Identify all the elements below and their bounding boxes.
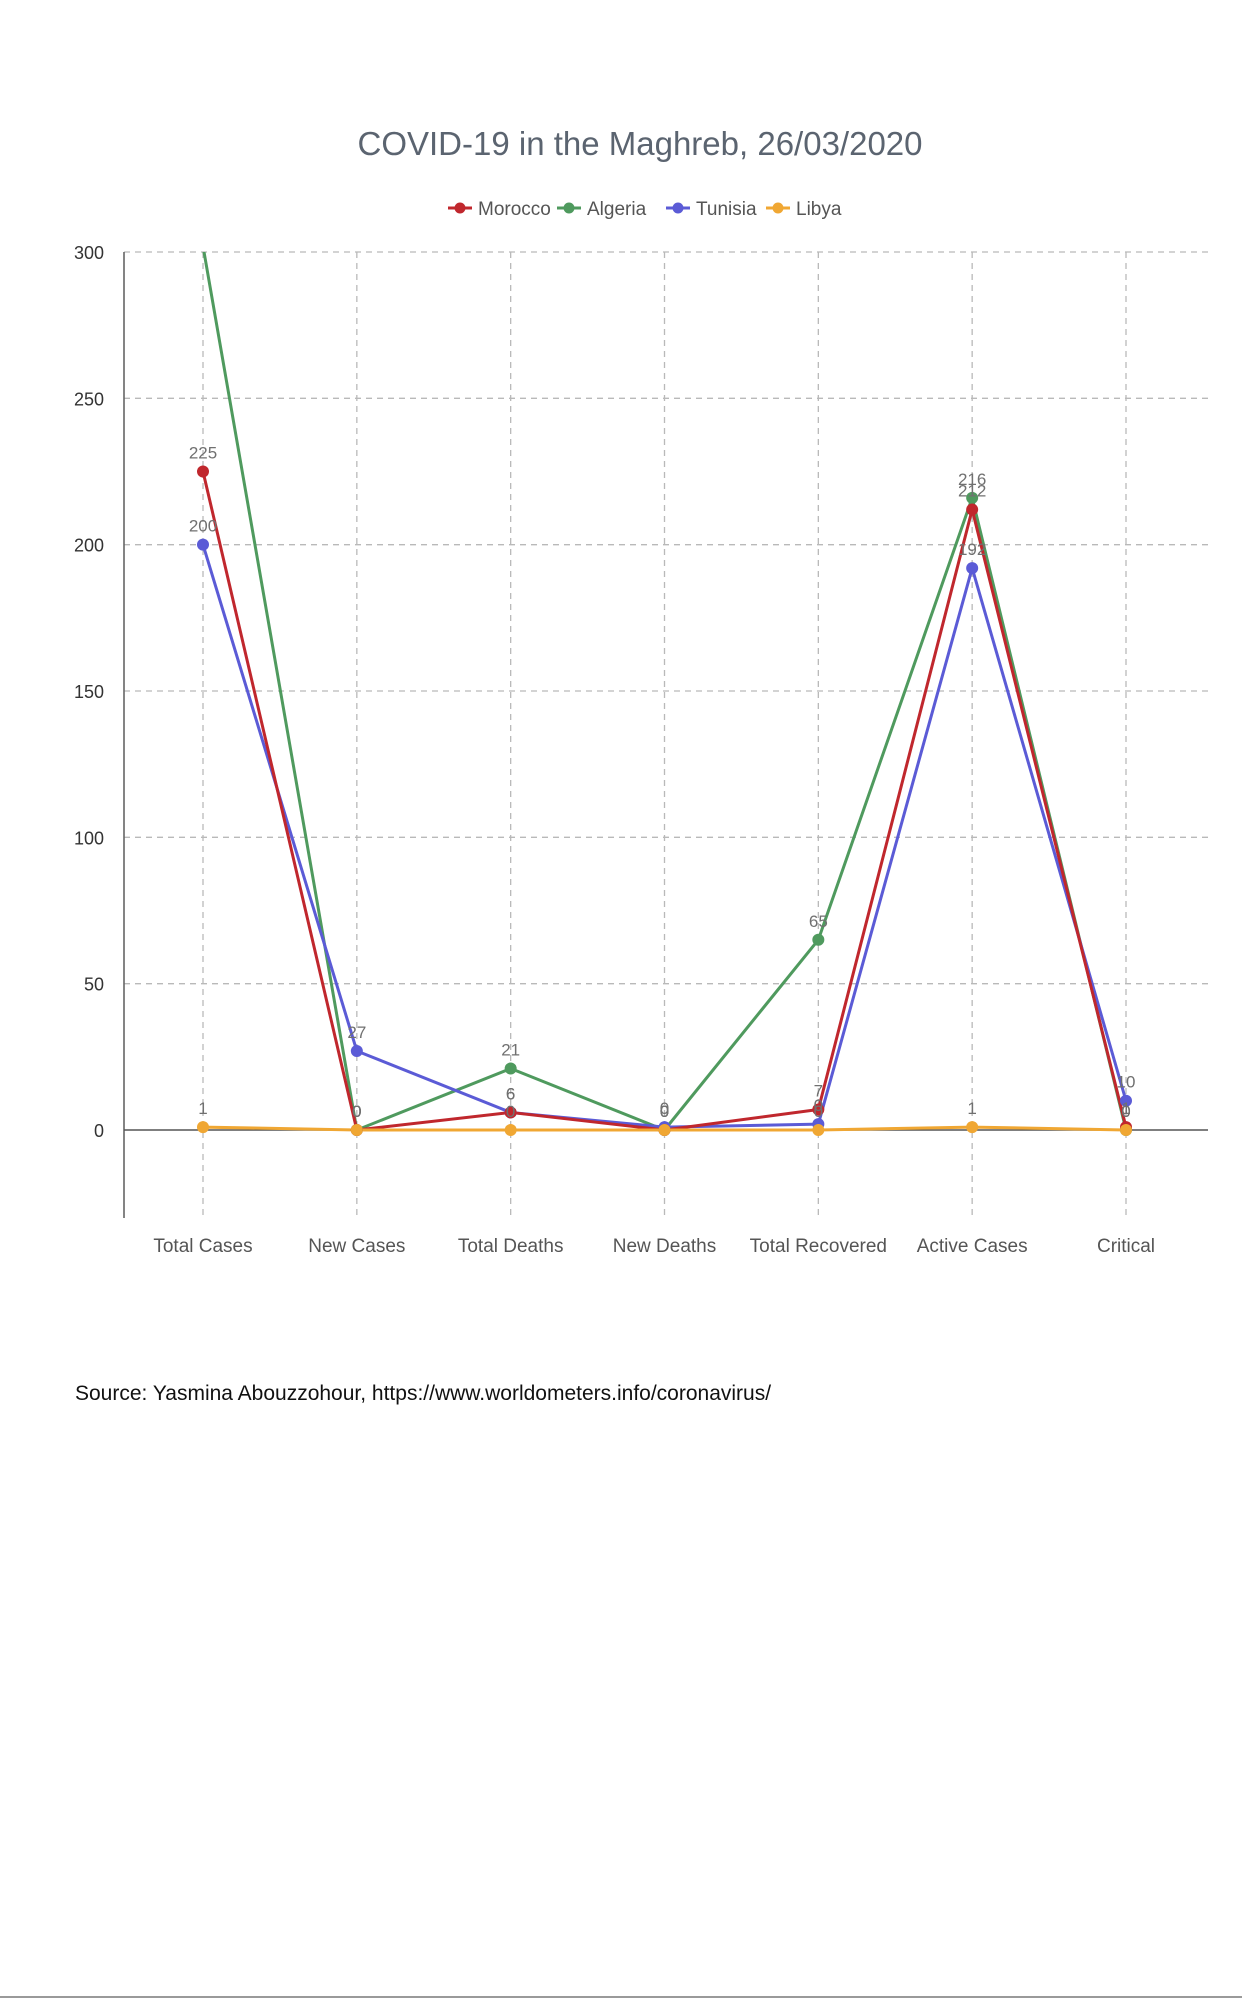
data-point-libya — [350, 1124, 363, 1136]
data-label: 1 — [1121, 1099, 1130, 1118]
legend-label: Libya — [796, 199, 842, 220]
data-point-libya — [658, 1124, 671, 1136]
legend-label: Tunisia — [696, 199, 757, 220]
legend-swatch-marker — [454, 202, 466, 214]
data-label: 192 — [958, 540, 986, 559]
data-point-tunisia — [350, 1044, 363, 1057]
data-label: 27 — [347, 1023, 366, 1042]
line-chart: COVID-19 in the Maghreb, 26/03/2020 Moro… — [74, 125, 1208, 1257]
x-tick-label: New Deaths — [613, 1236, 717, 1257]
data-label: 200 — [189, 517, 217, 536]
data-point-morocco — [812, 1103, 825, 1116]
y-tick-label: 50 — [84, 975, 104, 995]
data-point-tunisia — [966, 562, 979, 575]
data-point-algeria — [966, 491, 979, 504]
bottom-divider — [0, 1996, 1242, 1998]
data-point-libya — [966, 1121, 979, 1134]
data-point-algeria — [504, 1062, 517, 1075]
data-label: 0 — [814, 1096, 823, 1115]
series-line-morocco — [201, 471, 1128, 1132]
data-label: 0 — [660, 1099, 669, 1118]
data-label: 212 — [958, 482, 986, 501]
data-label: 0 — [352, 1102, 361, 1121]
data-point-morocco — [504, 1106, 517, 1119]
data-point-morocco — [197, 465, 209, 478]
chart-legend: Morocco Algeria Tunisia Libya — [448, 199, 842, 220]
legend-label: Algeria — [587, 199, 647, 220]
y-tick-label: 200 — [74, 536, 104, 556]
data-label: 0 — [1121, 1102, 1130, 1121]
series-points — [197, 252, 1132, 1136]
x-tick-label: Active Cases — [917, 1236, 1028, 1257]
data-label: 21 — [501, 1041, 520, 1060]
data-label: 216 — [958, 470, 986, 489]
data-label: 6 — [506, 1084, 515, 1103]
legend-label: Morocco — [478, 199, 551, 220]
data-label: 0 — [660, 1102, 669, 1121]
chart-title: COVID-19 in the Maghreb, 26/03/2020 — [357, 125, 922, 162]
data-point-morocco — [966, 503, 979, 516]
data-label: 7 — [814, 1082, 823, 1101]
y-tick-label: 100 — [74, 828, 104, 848]
data-label: 0 — [814, 1102, 823, 1121]
y-tick-label: 150 — [74, 682, 104, 702]
data-label: 225 — [189, 444, 217, 463]
x-tick-label: Total Cases — [153, 1236, 252, 1257]
legend-swatch-marker — [672, 202, 684, 214]
data-label: 0 — [506, 1102, 515, 1121]
x-tick-label: Critical — [1097, 1236, 1155, 1257]
data-label: 1 — [967, 1099, 976, 1118]
data-point-tunisia — [197, 538, 209, 551]
data-point-libya — [504, 1124, 517, 1136]
data-label: 0 — [660, 1102, 669, 1121]
x-tick-label: New Cases — [308, 1236, 405, 1257]
y-tick-label: 0 — [94, 1121, 104, 1141]
legend-swatch-marker — [563, 202, 575, 214]
data-point-algeria — [812, 933, 825, 946]
data-point-libya — [812, 1124, 825, 1136]
data-label: 6 — [506, 1084, 515, 1103]
source-note: Source: Yasmina Abouzzohour, https://www… — [75, 1382, 772, 1405]
data-label: 65 — [809, 912, 828, 931]
x-tick-label: Total Deaths — [458, 1236, 564, 1257]
y-tick-label: 300 — [74, 243, 104, 263]
data-label: 0 — [352, 1102, 361, 1121]
legend-swatch-marker — [772, 202, 784, 214]
data-point-tunisia — [1120, 1094, 1132, 1107]
y-tick-label: 250 — [74, 389, 104, 409]
data-label: 0 — [1121, 1102, 1130, 1121]
x-tick-label: Total Recovered — [750, 1236, 887, 1257]
data-label: 10 — [1117, 1073, 1136, 1092]
data-label: 0 — [352, 1102, 361, 1121]
data-point-libya — [197, 1121, 209, 1134]
data-label: 0 — [660, 1102, 669, 1121]
data-point-algeria — [201, 252, 205, 253]
data-label: 1 — [198, 1099, 207, 1118]
data-point-libya — [1120, 1124, 1132, 1136]
